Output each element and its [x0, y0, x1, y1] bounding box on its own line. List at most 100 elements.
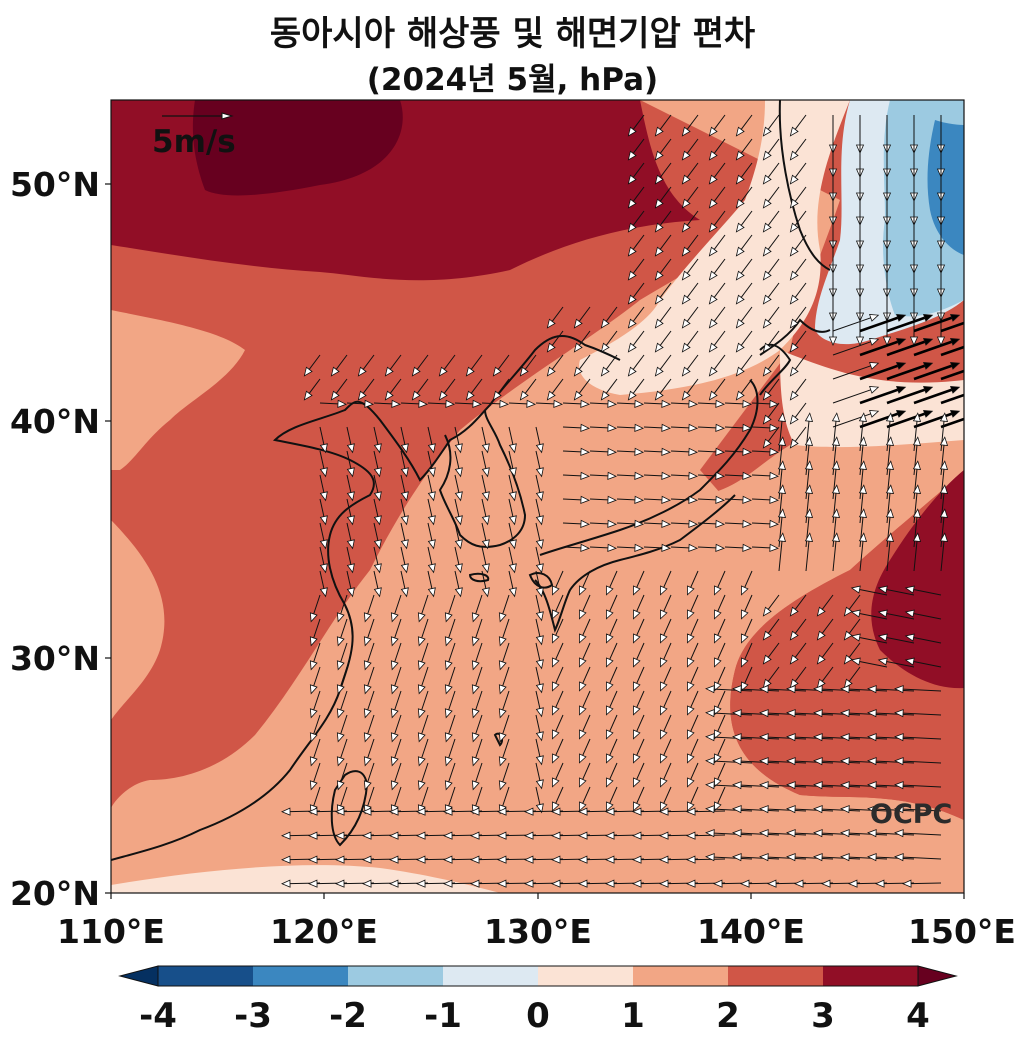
wind-vector-head — [627, 366, 637, 377]
wind-vector — [859, 388, 899, 405]
wind-vector — [427, 498, 433, 517]
wind-vector-head — [390, 780, 399, 791]
wind-vector — [313, 594, 321, 615]
wind-vector-head — [858, 436, 868, 446]
wind-vector-head — [813, 709, 823, 718]
wind-vector — [697, 498, 717, 501]
wind-vector — [717, 690, 726, 708]
wind-vector-head — [789, 606, 799, 617]
wind-vector-head — [443, 831, 453, 840]
wind-vector-head — [390, 660, 399, 671]
wind-vector — [822, 832, 861, 836]
wind-vector-head — [831, 412, 841, 422]
wind-vector-head — [912, 508, 922, 518]
wind-vector — [400, 546, 406, 565]
wind-vector — [741, 736, 780, 740]
wind-vector — [717, 618, 726, 636]
wind-vector — [313, 642, 321, 663]
wind-vector-head — [580, 519, 590, 528]
wind-vector — [913, 613, 942, 620]
wind-vector — [502, 738, 510, 759]
wind-vector-head — [336, 684, 345, 695]
wind-vector-head — [896, 314, 907, 322]
wind-vector — [794, 234, 807, 250]
wind-vector-head — [735, 246, 745, 257]
wind-vector — [427, 402, 447, 405]
wind-vector — [903, 784, 942, 788]
wind-vector-head — [573, 366, 583, 377]
wind-vector-head — [660, 609, 668, 620]
wind-vector-head — [579, 657, 587, 668]
wind-vector-head — [708, 294, 718, 305]
wind-vector-head — [741, 657, 749, 668]
wind-vector-head — [732, 757, 742, 766]
wind-vector-head — [789, 222, 799, 233]
wind-vector — [724, 546, 744, 549]
wind-vector — [346, 522, 352, 541]
wind-vector-head — [600, 390, 610, 401]
wind-vector — [636, 714, 645, 732]
wind-vector-head — [904, 585, 915, 594]
wind-vector-head — [813, 685, 823, 694]
wind-vector-head — [633, 753, 641, 764]
wind-vector-head — [867, 733, 877, 742]
wind-vector-head — [654, 390, 664, 401]
wind-vector — [443, 354, 456, 370]
wind-vector-head — [789, 366, 799, 377]
wind-vector — [740, 354, 753, 370]
wind-vector-head — [950, 386, 961, 394]
wind-vector-head — [762, 198, 772, 209]
wind-vector — [421, 618, 429, 639]
wind-vector — [794, 402, 807, 418]
wind-vector — [524, 378, 537, 394]
wind-vector-head — [840, 853, 850, 862]
wind-vector-head — [777, 412, 787, 422]
wind-vector-head — [762, 126, 772, 137]
wind-vector-head — [471, 708, 480, 719]
wind-vector — [768, 760, 807, 764]
wind-vector — [670, 498, 690, 501]
wind-vector-head — [786, 757, 796, 766]
wind-vector-head — [634, 543, 644, 552]
wind-vector-head — [346, 587, 355, 598]
wind-vector-head — [767, 879, 777, 888]
wind-vector — [508, 474, 514, 493]
wind-vector-head — [444, 636, 453, 647]
wind-vector — [767, 618, 780, 634]
wind-vector-head — [535, 731, 544, 742]
wind-vector — [940, 417, 964, 429]
wind-vector-head — [923, 338, 934, 346]
wind-vector-head — [627, 222, 637, 233]
wind-vector — [903, 856, 942, 860]
wind-vector — [340, 642, 348, 663]
wind-vector — [632, 114, 645, 130]
wind-vector — [319, 426, 325, 445]
wind-vector-head — [936, 336, 946, 346]
wind-vector-head — [363, 756, 372, 767]
wind-vector — [741, 856, 780, 860]
wind-vector — [508, 498, 514, 517]
wind-vector-head — [281, 879, 291, 888]
wind-vector — [794, 282, 807, 298]
wind-vector — [913, 661, 942, 668]
wind-vector — [903, 760, 942, 764]
wind-vector — [562, 546, 582, 549]
wind-vector-head — [417, 636, 426, 647]
wind-vector — [713, 114, 726, 130]
wind-vector-head — [688, 519, 698, 528]
wind-vector — [805, 493, 810, 524]
wind-vector-head — [498, 708, 507, 719]
wind-vector-head — [454, 539, 463, 550]
wind-vector — [849, 808, 888, 812]
wind-vector-head — [308, 831, 318, 840]
wind-vector — [663, 594, 672, 612]
wind-vector-head — [308, 879, 318, 888]
reference-vector: 5m/s — [152, 112, 236, 160]
wind-vector-head — [869, 410, 880, 418]
wind-vector — [609, 570, 618, 588]
wind-vector — [848, 618, 861, 634]
wind-vector — [643, 474, 663, 477]
wind-vector-head — [741, 633, 749, 644]
wind-vector-head — [896, 386, 907, 394]
wind-vector-head — [732, 853, 742, 862]
